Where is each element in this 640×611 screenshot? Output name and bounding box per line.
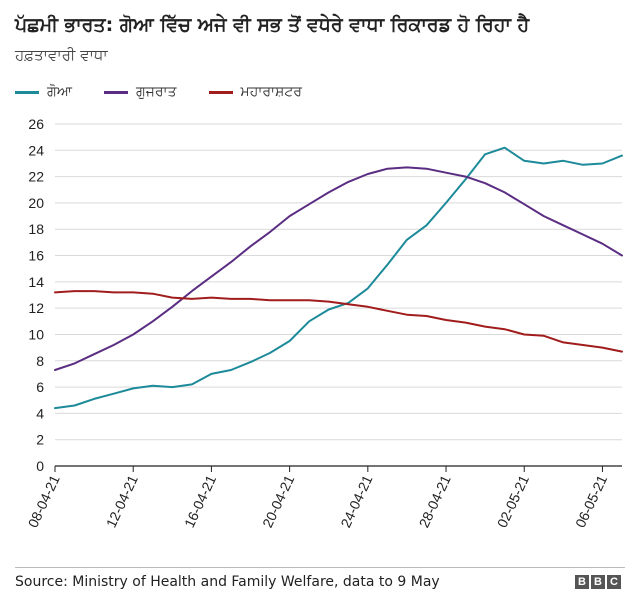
y-tick-label: 0 [36,458,44,474]
y-tick-label: 18 [28,221,44,237]
y-tick-label: 10 [28,326,44,342]
y-tick-label: 26 [28,116,44,132]
chart-title: ਪੱਛਮੀ ਭਾਰਤ: ਗੋਆ ਵਿੱਚ ਅਜੇ ਵੀ ਸਭ ਤੋਂ ਵਧੇਰੇ… [15,14,530,36]
y-tick-label: 6 [36,379,44,395]
x-tick-label: 02-05-21 [494,472,532,530]
y-tick-label: 2 [36,432,44,448]
legend-label-goa: ਗੋਆ [47,84,72,100]
y-tick-label: 24 [28,142,44,158]
y-tick-label: 16 [28,248,44,264]
series-line-goa [54,146,623,410]
chart-legend: ਗੋਆ ਗੁਜਰਾਤ ਮਹਾਰਾਸ਼ਟਰ [15,84,334,100]
legend-swatch-gujarat [103,90,128,94]
x-tick-label: 16-04-21 [181,472,219,530]
footer-divider [15,567,625,568]
legend-label-maharashtra: ਮਹਾਰਾਸ਼ਟਰ [240,84,302,100]
legend-item-goa: ਗੋਆ [15,84,72,100]
y-tick-label: 22 [28,169,44,185]
x-tick-label: 12-04-21 [103,472,141,530]
y-tick-label: 14 [28,274,44,290]
series-line-maharashtra [54,290,623,353]
y-tick-label: 4 [36,405,44,421]
x-tick-label: 06-05-21 [572,472,610,530]
x-tick-label: 20-04-21 [259,472,297,530]
y-tick-label: 20 [28,195,44,211]
chart-subtitle: ਹਫ਼ਤਾਵਾਰੀ ਵਾਧਾ [15,46,108,64]
legend-swatch-goa [15,90,39,94]
legend-item-gujarat: ਗੁਜਰਾਤ [103,84,177,100]
x-tick-label: 08-04-21 [25,472,63,530]
bbc-logo-letter: C [607,575,621,589]
legend-label-gujarat: ਗੁਜਰਾਤ [135,84,177,100]
y-tick-label: 8 [36,353,44,369]
legend-swatch-maharashtra [208,90,233,94]
series-line-gujarat [54,166,623,371]
x-tick-label: 28-04-21 [416,472,454,530]
bbc-logo: B B C [573,575,621,589]
y-tick-label: 12 [28,300,44,316]
legend-item-maharashtra: ਮਹਾਰਾਸ਼ਟਰ [208,84,302,100]
bbc-logo-letter: B [591,575,605,589]
x-tick-label: 24-04-21 [337,472,375,530]
bbc-logo-letter: B [575,575,589,589]
source-note: Source: Ministry of Health and Family We… [15,574,440,590]
